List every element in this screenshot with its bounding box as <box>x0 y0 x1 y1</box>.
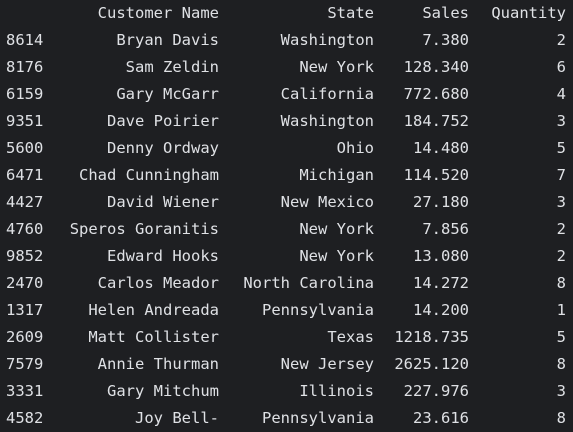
state-cell: New York <box>299 247 374 265</box>
quantity-cell: 8 <box>556 274 566 292</box>
customer-name-cell: Helen Andreada <box>88 301 219 319</box>
table-row: 4427 David Wiener New Mexico 27.180 3 <box>0 189 573 216</box>
table-row: 4582 Joy Bell- Pennsylvania 23.616 8 <box>0 405 573 432</box>
sales-cell: 7.856 <box>422 220 469 238</box>
state-cell: New Mexico <box>280 193 374 211</box>
sales-cell: 13.080 <box>413 247 469 265</box>
state-cell: Illinois <box>299 382 374 400</box>
row-index: 6471 <box>6 166 44 184</box>
customer-name-cell: Denny Ordway <box>107 139 219 157</box>
sales-cell: 114.520 <box>403 166 469 184</box>
quantity-cell: 3 <box>556 112 566 130</box>
state-cell: California <box>280 85 374 103</box>
state-cell: North Carolina <box>243 274 374 292</box>
state-cell: Pennsylvania <box>262 409 374 427</box>
row-index: 9852 <box>6 247 44 265</box>
table-row: 6159 Gary McGarr California 772.680 4 <box>0 81 573 108</box>
row-index: 8176 <box>6 58 44 76</box>
row-index: 6159 <box>6 85 44 103</box>
state-cell: Ohio <box>336 139 374 157</box>
state-cell: Washington <box>280 31 374 49</box>
table-row: 3331 Gary Mitchum Illinois 227.976 3 <box>0 378 573 405</box>
row-index: 7579 <box>6 355 44 373</box>
table-row: 7579 Annie Thurman New Jersey 2625.120 8 <box>0 351 573 378</box>
sales-cell: 184.752 <box>403 112 469 130</box>
column-header-customer-name: Customer Name <box>97 4 219 22</box>
quantity-cell: 5 <box>556 139 566 157</box>
table-row: 9351 Dave Poirier Washington 184.752 3 <box>0 108 573 135</box>
row-index: 9351 <box>6 112 44 130</box>
table-row: 9852 Edward Hooks New York 13.080 2 <box>0 243 573 270</box>
quantity-cell: 3 <box>556 193 566 211</box>
table-row: 2609 Matt Collister Texas 1218.735 5 <box>0 324 573 351</box>
header-row: Customer Name State Sales Quantity <box>0 0 573 27</box>
state-cell: Texas <box>327 328 374 346</box>
table-row: 1317 Helen Andreada Pennsylvania 14.200 1 <box>0 297 573 324</box>
sales-cell: 7.380 <box>422 31 469 49</box>
row-index: 4427 <box>6 193 44 211</box>
table-row: 5600 Denny Ordway Ohio 14.480 5 <box>0 135 573 162</box>
quantity-cell: 2 <box>556 220 566 238</box>
customer-name-cell: Matt Collister <box>88 328 219 346</box>
customer-name-cell: Sam Zeldin <box>125 58 219 76</box>
sales-cell: 772.680 <box>403 85 469 103</box>
sales-cell: 14.480 <box>413 139 469 157</box>
row-index: 4760 <box>6 220 44 238</box>
quantity-cell: 2 <box>556 31 566 49</box>
quantity-cell: 1 <box>556 301 566 319</box>
sales-cell: 27.180 <box>413 193 469 211</box>
row-index: 2470 <box>6 274 44 292</box>
quantity-cell: 8 <box>556 355 566 373</box>
row-index: 3331 <box>6 382 44 400</box>
state-cell: Michigan <box>299 166 374 184</box>
customer-name-cell: Dave Poirier <box>107 112 219 130</box>
sales-cell: 227.976 <box>403 382 469 400</box>
sales-cell: 14.200 <box>413 301 469 319</box>
quantity-cell: 5 <box>556 328 566 346</box>
quantity-cell: 8 <box>556 409 566 427</box>
customer-name-cell: Joy Bell- <box>135 409 219 427</box>
customer-name-cell: Speros Goranitis <box>69 220 219 238</box>
customer-name-cell: Gary Mitchum <box>107 382 219 400</box>
state-cell: Washington <box>280 112 374 130</box>
sales-cell: 128.340 <box>403 58 469 76</box>
row-index: 2609 <box>6 328 44 346</box>
quantity-cell: 6 <box>556 58 566 76</box>
table-row: 6471 Chad Cunningham Michigan 114.520 7 <box>0 162 573 189</box>
sales-cell: 1218.735 <box>394 328 469 346</box>
customer-name-cell: Gary McGarr <box>116 85 219 103</box>
table-row: 2470 Carlos Meador North Carolina 14.272 8 <box>0 270 573 297</box>
row-index: 1317 <box>6 301 44 319</box>
quantity-cell: 4 <box>556 85 566 103</box>
quantity-cell: 7 <box>556 166 566 184</box>
customer-name-cell: Carlos Meador <box>97 274 219 292</box>
table-row: 8176 Sam Zeldin New York 128.340 6 <box>0 54 573 81</box>
row-index: 8614 <box>6 31 44 49</box>
table-row: 4760 Speros Goranitis New York 7.856 2 <box>0 216 573 243</box>
customer-name-cell: Bryan Davis <box>116 31 219 49</box>
column-header-sales: Sales <box>422 4 469 22</box>
table-row: 8614 Bryan Davis Washington 7.380 2 <box>0 27 573 54</box>
column-header-quantity: Quantity <box>491 4 566 22</box>
sales-cell: 2625.120 <box>394 355 469 373</box>
state-cell: New York <box>299 220 374 238</box>
row-index: 5600 <box>6 139 44 157</box>
row-index: 4582 <box>6 409 44 427</box>
sales-cell: 23.616 <box>413 409 469 427</box>
state-cell: New York <box>299 58 374 76</box>
column-header-state: State <box>327 4 374 22</box>
sales-cell: 14.272 <box>413 274 469 292</box>
customer-name-cell: Annie Thurman <box>97 355 219 373</box>
quantity-cell: 2 <box>556 247 566 265</box>
customer-name-cell: Edward Hooks <box>107 247 219 265</box>
state-cell: New Jersey <box>280 355 374 373</box>
customer-name-cell: David Wiener <box>107 193 219 211</box>
customer-name-cell: Chad Cunningham <box>79 166 219 184</box>
state-cell: Pennsylvania <box>262 301 374 319</box>
quantity-cell: 3 <box>556 382 566 400</box>
